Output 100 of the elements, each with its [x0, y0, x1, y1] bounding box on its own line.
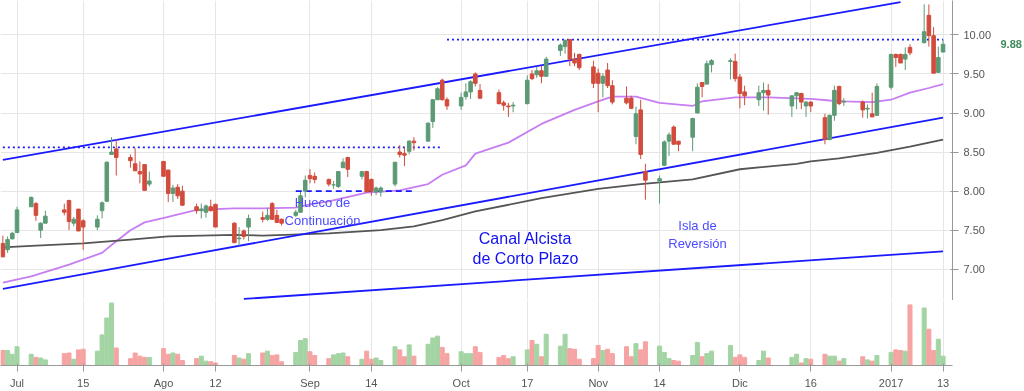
candlestick — [869, 92, 875, 118]
candlestick — [246, 214, 251, 242]
candlestick — [789, 95, 795, 118]
candlestick — [657, 175, 662, 205]
candlestick — [728, 57, 733, 80]
bar — [331, 354, 337, 366]
bar — [170, 352, 176, 366]
bar — [675, 360, 681, 366]
candlestick — [14, 206, 20, 234]
bar — [633, 343, 639, 366]
bar — [264, 350, 270, 366]
text: 9.88 — [1000, 38, 1022, 51]
x-tick-label: Jul — [10, 376, 25, 389]
bar — [66, 352, 72, 366]
bar — [704, 353, 710, 366]
x-tick-label: Sep — [300, 376, 320, 389]
bar — [595, 345, 601, 366]
candlestick — [203, 203, 209, 219]
bar — [727, 345, 733, 366]
bar — [860, 356, 866, 366]
bar — [562, 333, 568, 366]
candlestick — [756, 85, 762, 107]
bar — [42, 359, 48, 366]
bar — [33, 356, 39, 366]
bar — [609, 353, 615, 366]
bar — [274, 354, 280, 366]
bar — [510, 356, 516, 366]
bar — [921, 307, 927, 366]
candlestick — [113, 139, 119, 176]
bar — [236, 357, 242, 366]
y-tick-label: 9.00 — [963, 107, 985, 119]
y-tick-label: 9.50 — [963, 67, 985, 80]
bar — [841, 358, 847, 366]
candlestick — [699, 82, 705, 98]
x-tick-label: 2017 — [878, 376, 904, 389]
candlestick — [567, 39, 573, 67]
bar — [246, 353, 252, 366]
bar — [345, 356, 351, 366]
bar — [907, 304, 913, 366]
x-tick-label: Dic — [731, 376, 749, 389]
bar — [5, 350, 11, 366]
bar — [888, 351, 894, 366]
bar — [926, 328, 932, 366]
bar — [160, 348, 167, 366]
bar — [538, 356, 544, 366]
bar — [373, 357, 379, 366]
bar — [529, 340, 535, 366]
candlestick — [921, 3, 927, 44]
x-tick-label: 14 — [653, 376, 666, 389]
y-tick-label: 10.00 — [963, 28, 992, 41]
x-tick-label: Ago — [153, 376, 174, 389]
candlestick — [543, 56, 549, 77]
bar — [208, 361, 214, 366]
candlestick — [302, 175, 308, 198]
bar — [864, 359, 870, 366]
bar — [397, 349, 403, 366]
candlestick — [595, 67, 601, 113]
bar — [699, 356, 705, 366]
annotation: Isla de Reversión — [668, 218, 727, 251]
x-tick-label: Nov — [588, 376, 609, 389]
bar — [38, 357, 44, 366]
bar — [624, 346, 630, 366]
bar — [642, 341, 648, 366]
bar — [893, 349, 899, 366]
candlestick — [232, 221, 237, 244]
bar — [392, 346, 398, 366]
candlestick — [765, 83, 771, 116]
bar — [567, 348, 573, 366]
x-tick-label: 15 — [77, 376, 90, 389]
bar — [406, 344, 412, 366]
bar — [71, 358, 77, 366]
x-tick-label: 13 — [936, 376, 950, 389]
x-tick-label: 14 — [365, 376, 378, 389]
bar — [307, 351, 313, 366]
candlestick — [33, 201, 39, 222]
candlestick — [525, 75, 530, 105]
bar — [411, 355, 417, 366]
bar — [241, 358, 247, 366]
bar — [340, 352, 346, 366]
bar — [194, 358, 200, 366]
candlestick — [936, 46, 941, 73]
x-tick-label: 12 — [209, 376, 222, 389]
line-series — [1, 83, 944, 284]
bar — [212, 362, 218, 366]
candlestick — [600, 72, 606, 98]
y-tick-label: 8.00 — [963, 185, 985, 198]
bar — [657, 345, 663, 366]
candlestick — [236, 226, 242, 247]
candlestick — [633, 106, 639, 145]
bar — [694, 341, 700, 366]
bar — [496, 356, 502, 366]
candlestick — [99, 200, 105, 219]
bar — [326, 358, 332, 366]
x-tick-label: 16 — [804, 376, 817, 389]
bar — [175, 353, 181, 366]
bar — [534, 343, 540, 366]
x-tick-label: Oct — [452, 376, 470, 389]
bar — [605, 348, 611, 366]
bar — [822, 353, 828, 366]
bar — [543, 333, 549, 366]
